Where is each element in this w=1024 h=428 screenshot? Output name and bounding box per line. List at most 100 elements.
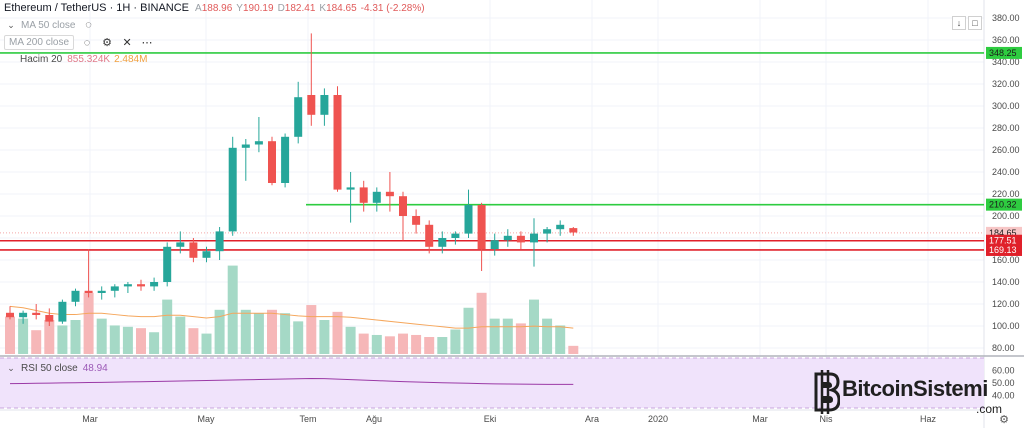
scroll-down-button[interactable]: ↓: [952, 16, 966, 30]
price-tick-label: 120.00: [992, 299, 1020, 309]
time-tick-label: Ağu: [366, 414, 382, 424]
eye-hidden-icon[interactable]: ◌: [85, 19, 92, 31]
open-value: 188.96: [201, 2, 233, 14]
rsi-band: [0, 357, 984, 409]
candle-body: [438, 238, 447, 247]
price-tick-label: 80.00: [992, 343, 1015, 353]
change-value: -4.31 (-2.28%): [360, 2, 425, 14]
candle-body: [425, 224, 434, 247]
volume-bar: [201, 333, 212, 354]
price-tick-label: 240.00: [992, 167, 1020, 177]
ma50-legend[interactable]: ⌄ MA 50 close ◌: [4, 18, 95, 32]
watermark-brand: BitcoinSistemi: [842, 376, 988, 401]
time-tick-label: Mar: [82, 414, 98, 424]
volume-bar: [411, 334, 422, 354]
candle-body: [6, 312, 14, 318]
high-value: 190.19: [242, 2, 274, 14]
volume-bar: [332, 311, 343, 354]
price-tick-label: 100.00: [992, 321, 1020, 331]
time-tick-label: 2020: [648, 414, 668, 424]
time-tick-label: Eki: [484, 414, 497, 424]
candle-body: [477, 205, 486, 249]
volume-bar: [502, 318, 513, 354]
volume-bar: [5, 316, 15, 354]
volume-bar: [57, 325, 68, 354]
volume-bar: [358, 333, 369, 354]
volume-bar: [109, 325, 120, 354]
volume-legend[interactable]: Hacim 20 855.324K 2.484M: [20, 54, 147, 65]
candle-body: [215, 231, 224, 252]
rsi-value: 48.94: [82, 362, 108, 374]
candle-body: [110, 286, 119, 291]
candle-body: [569, 228, 578, 233]
time-tick-label: Haz: [920, 414, 937, 424]
candle-body: [189, 242, 198, 258]
chevron-down-icon[interactable]: ⌄: [7, 20, 15, 30]
volume-bar: [44, 320, 55, 354]
candle-body: [45, 315, 54, 322]
price-tick-label: 380.00: [992, 13, 1020, 23]
price-tick-label: 360.00: [992, 35, 1020, 45]
time-axis: Mar May Tem Ağu Eki Ara 2020 Mar Nis Haz ⚙: [82, 413, 1009, 426]
time-tick-label: Nis: [820, 414, 833, 424]
candle-body: [320, 95, 329, 115]
volume-bar: [450, 329, 461, 354]
time-tick-label: May: [197, 414, 215, 424]
support-resistance-lines: [0, 52, 984, 251]
volume-bar: [463, 307, 474, 354]
chevron-down-icon[interactable]: ⌄: [7, 363, 15, 373]
price-tag: [986, 198, 1022, 211]
close-icon[interactable]: ✕: [122, 36, 132, 49]
low-label: D: [277, 2, 285, 14]
price-tick-label: 140.00: [992, 277, 1020, 287]
price-tag: [986, 234, 1022, 247]
eye-hidden-icon[interactable]: ◌: [83, 36, 91, 49]
price-axis: 80.00100.00120.00140.00160.00180.00200.0…: [992, 13, 1020, 401]
volume-bar: [70, 320, 81, 354]
candles: [6, 33, 578, 326]
maximize-button[interactable]: □: [968, 16, 982, 30]
time-tick-label: Tem: [299, 414, 316, 424]
price-tag-label: 210.32: [989, 200, 1017, 210]
volume-bar: [214, 309, 225, 354]
rsi-line: [9, 377, 574, 385]
candle-body: [385, 191, 394, 197]
volume-bar: [227, 265, 238, 354]
candle-body: [307, 95, 316, 115]
rsi-band-fill: [0, 358, 984, 408]
candle-body: [333, 95, 342, 190]
time-tick-label: Mar: [752, 414, 768, 424]
rsi-tick-label: 40.00: [992, 391, 1015, 401]
volume-bar: [437, 337, 448, 354]
candle-body: [84, 290, 93, 293]
volume-ma-line: [9, 305, 574, 329]
more-icon[interactable]: ⋯: [141, 36, 153, 49]
ma200-legend[interactable]: MA 200 close ◌ ⚙ ✕ ⋯: [4, 35, 154, 50]
gear-icon[interactable]: ⚙: [999, 413, 1009, 426]
price-tag-label: 169.13: [989, 245, 1017, 255]
low-value: 182.41: [284, 2, 316, 14]
ma200-label: MA 200 close: [4, 35, 75, 50]
watermark-suffix: .com: [976, 402, 1003, 416]
volume-bar: [162, 299, 173, 354]
volume-bar: [542, 318, 553, 354]
volume-bar: [476, 292, 487, 354]
candle-body: [530, 233, 538, 243]
volume-bar: [319, 320, 330, 354]
candle-body: [176, 242, 185, 247]
price-tick-label: 160.00: [992, 255, 1020, 265]
volume-bar: [122, 326, 133, 354]
volume-bar: [489, 318, 500, 354]
candle-body: [372, 191, 381, 203]
candle-body: [412, 216, 421, 225]
volume-bar: [280, 313, 291, 354]
gear-icon[interactable]: ⚙: [102, 36, 112, 49]
rsi-legend[interactable]: ⌄ RSI 50 close 48.94: [4, 361, 108, 375]
rsi-tick-label: 50.00: [992, 378, 1015, 388]
close-value: 184.65: [326, 2, 357, 14]
candle-body: [150, 282, 159, 287]
volume-bar: [83, 292, 94, 354]
volume-bar: [240, 309, 251, 354]
symbol-legend[interactable]: Ethereum / TetherUS · 1H · BINANCE A 188…: [4, 2, 425, 14]
